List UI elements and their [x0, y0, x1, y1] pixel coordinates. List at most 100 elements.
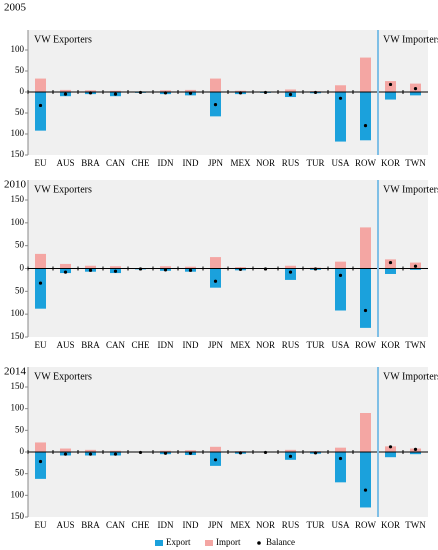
y-tick-label: 50: [15, 424, 25, 434]
balance-dot: [238, 451, 243, 455]
balance-dot: [413, 447, 418, 451]
y-tick-label: 0: [20, 263, 25, 273]
bar: [285, 449, 296, 452]
balance-dot: [388, 82, 393, 87]
y-tick-label: 50: [15, 468, 25, 478]
balance-dot: [213, 103, 218, 107]
y-tick-label: 50: [15, 240, 25, 250]
bar: [210, 446, 221, 452]
balance-dot: [263, 267, 268, 271]
bar: [35, 92, 46, 131]
x-tick-label: TUR: [307, 520, 325, 530]
balance-dot: [363, 308, 368, 313]
bar: [60, 448, 71, 452]
x-tick-label: BRA: [81, 340, 100, 350]
balance-dot: [413, 87, 418, 91]
bar: [210, 257, 221, 269]
annotation: VW Exporters: [34, 184, 92, 195]
x-tick-label: BRA: [81, 158, 100, 168]
y-tick-label: 0: [20, 446, 25, 456]
x-tick-label: ROW: [355, 158, 377, 168]
y-tick-label: 150: [11, 331, 25, 341]
bar: [360, 92, 371, 141]
balance-dot: [63, 92, 68, 96]
x-tick-label: MEX: [231, 340, 252, 350]
y-tick-label: 100: [11, 403, 25, 413]
x-tick-label: IND: [183, 340, 199, 350]
y-tick-label: 150: [11, 149, 25, 159]
legend-label: Balance: [266, 537, 295, 547]
x-tick-label: ROW: [355, 520, 377, 530]
x-tick-label: CHE: [132, 158, 151, 168]
balance-dot: [288, 454, 293, 458]
balance-dot: [113, 452, 118, 456]
x-tick-label: CAN: [106, 158, 126, 168]
panel-title: 2014: [4, 366, 27, 378]
panel-title: 2005: [4, 2, 27, 14]
balance-dot: [163, 451, 168, 455]
balance-dot: [213, 279, 218, 283]
balance-dot: [88, 452, 93, 456]
x-tick-label: EU: [35, 520, 47, 530]
bar: [385, 81, 396, 92]
balance-dot: [188, 268, 193, 272]
bar: [360, 268, 371, 328]
balance-dot: [113, 269, 118, 273]
balance-dot: [163, 91, 168, 95]
x-tick-label: MEX: [231, 520, 252, 530]
bar: [285, 265, 296, 269]
x-tick-label: JPN: [208, 340, 224, 350]
x-tick-label: IDN: [158, 158, 174, 168]
balance-dot: [338, 273, 343, 277]
bar: [35, 78, 46, 92]
x-tick-label: KOR: [381, 340, 400, 350]
bar: [85, 90, 96, 92]
bar: [335, 261, 346, 269]
annotation: VW Importers: [383, 184, 438, 195]
bar: [335, 452, 346, 483]
y-tick-label: 100: [11, 128, 25, 138]
bar: [360, 452, 371, 508]
x-tick-label: NOR: [256, 520, 275, 530]
y-tick-label: 50: [15, 107, 25, 117]
x-tick-label: KOR: [381, 158, 400, 168]
balance-dot: [288, 270, 293, 274]
bar: [185, 266, 196, 269]
bar: [160, 266, 171, 269]
y-tick-label: 150: [11, 381, 25, 391]
x-tick-label: IND: [183, 158, 199, 168]
y-tick-label: 100: [11, 489, 25, 499]
bar: [35, 442, 46, 452]
balance-dot: [188, 91, 193, 95]
balance-dot: [238, 267, 243, 272]
x-tick-label: EU: [35, 158, 47, 168]
x-tick-label: TWN: [405, 158, 426, 168]
balance-dot: [38, 459, 43, 464]
bar: [35, 253, 46, 269]
legend-label: Import: [216, 537, 241, 547]
bar: [385, 446, 396, 452]
y-tick-label: 50: [15, 65, 25, 75]
annotation: VW Importers: [383, 371, 438, 382]
bar: [385, 452, 396, 458]
x-tick-label: CHE: [132, 340, 151, 350]
x-tick-label: MEX: [231, 158, 252, 168]
annotation: VW Exporters: [34, 34, 92, 45]
balance-dot: [138, 90, 143, 95]
balance-dot: [88, 91, 93, 95]
x-tick-label: IDN: [158, 340, 174, 350]
bar: [185, 89, 196, 92]
bar: [110, 266, 121, 269]
x-tick-label: BRA: [81, 520, 100, 530]
bar: [360, 227, 371, 269]
bar: [285, 89, 296, 92]
x-tick-label: EU: [35, 340, 47, 350]
legend-dot: [257, 541, 261, 545]
balance-dot: [263, 450, 268, 455]
x-tick-label: CAN: [106, 520, 126, 530]
bar: [35, 452, 46, 479]
x-tick-label: TUR: [307, 340, 325, 350]
x-tick-label: USA: [331, 340, 350, 350]
x-tick-label: AUS: [56, 520, 74, 530]
